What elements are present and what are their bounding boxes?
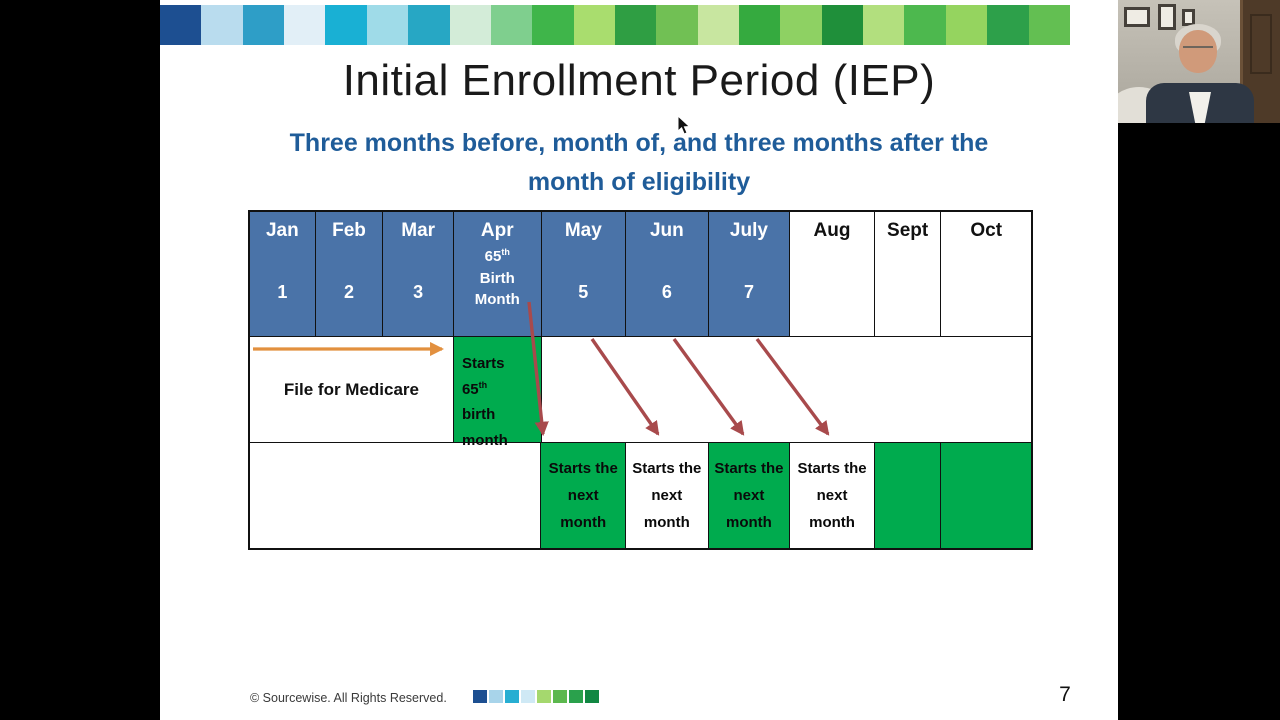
- starts-birth-month-cell: Starts 65th birth month: [453, 337, 542, 449]
- month-number: 2: [343, 281, 354, 302]
- subtitle-line-2: month of eligibility: [527, 167, 751, 196]
- strip-square: [656, 5, 698, 45]
- month-number: 3: [413, 281, 424, 302]
- footer-color-strip: [473, 690, 599, 703]
- month-number: 1: [277, 281, 288, 302]
- starts-next-month-cell-may: Starts the next month: [541, 443, 627, 548]
- strip-square: [505, 690, 519, 703]
- strip-square: [473, 690, 487, 703]
- month-cell-may: May 5: [541, 212, 627, 336]
- strip-square: [573, 5, 615, 45]
- strip-square: [863, 5, 905, 45]
- strip-square: [569, 690, 583, 703]
- strip-square: [366, 5, 409, 45]
- empty-cell: [542, 337, 1031, 442]
- presenter-head: [1179, 30, 1217, 73]
- month-cell-sept: Sept: [875, 212, 942, 336]
- strip-square: [614, 5, 657, 45]
- strip-square: [537, 690, 551, 703]
- strip-square: [160, 5, 202, 45]
- month-label: Feb: [332, 220, 366, 241]
- month-header-row: Jan 1 Feb 2 Mar 3 Apr 65th Birth Month: [250, 212, 1031, 337]
- slide-title: Initial Enrollment Period (IEP): [342, 56, 936, 105]
- strip-square: [1028, 5, 1070, 45]
- month-cell-oct: Oct: [941, 212, 1031, 336]
- strip-square: [201, 5, 243, 45]
- slide-subtitle: Three months before, month of, and three…: [160, 124, 1118, 202]
- starts-next-month-row: Starts the next month Starts the next mo…: [250, 443, 1031, 548]
- file-for-medicare-cell: File for Medicare: [250, 337, 454, 442]
- month-cell-feb: Feb 2: [315, 212, 384, 336]
- file-for-medicare-label: File for Medicare: [283, 379, 420, 399]
- green-cell-sept: [874, 443, 942, 548]
- month-cell-aug: Aug: [790, 212, 875, 336]
- green-cell-oct: [941, 443, 1031, 548]
- starts-next-month-cell-july: Starts the next month: [708, 443, 791, 548]
- month-label: May: [564, 220, 602, 241]
- strip-square: [325, 5, 367, 45]
- strip-square: [489, 690, 503, 703]
- strip-square: [532, 5, 574, 45]
- strip-square: [449, 5, 491, 45]
- strip-square: [945, 5, 988, 45]
- strip-square: [987, 5, 1029, 45]
- strip-square: [284, 5, 326, 45]
- strip-square: [553, 690, 567, 703]
- month-cell-apr: Apr 65th Birth Month: [453, 212, 542, 336]
- picture-frame-icon: [1158, 4, 1176, 30]
- month-label: Apr: [480, 220, 514, 241]
- presentation-slide: Initial Enrollment Period (IEP) Three mo…: [160, 0, 1118, 720]
- decorative-color-strip: [160, 5, 1070, 45]
- presenter-glasses: [1183, 46, 1213, 53]
- strip-square: [242, 5, 285, 45]
- enrollment-timeline-table: Jan 1 Feb 2 Mar 3 Apr 65th Birth Month: [248, 210, 1033, 550]
- copyright-text: © Sourcewise. All Rights Reserved.: [250, 691, 447, 705]
- month-label: Jun: [649, 220, 684, 241]
- file-for-medicare-row: File for Medicare Starts 65th birth mont…: [250, 337, 1031, 449]
- month-cell-jun: Jun 6: [626, 212, 709, 336]
- presenter-jacket: [1146, 83, 1254, 123]
- month-label: Mar: [401, 220, 436, 241]
- strip-square: [904, 5, 946, 45]
- webcam-video: [1118, 0, 1280, 123]
- presenter-shirt: [1189, 92, 1211, 123]
- month-label: Aug: [813, 220, 851, 241]
- apr-birth-month-label: 65th Birth Month: [474, 246, 520, 309]
- strip-square: [408, 5, 450, 45]
- presenter: [1146, 24, 1254, 123]
- month-label: July: [729, 220, 768, 241]
- empty-cell: [250, 443, 542, 548]
- page-number: 7: [1059, 683, 1071, 706]
- month-number: 7: [743, 281, 754, 302]
- starts-next-month-cell-jun: Starts the next month: [626, 443, 709, 548]
- month-cell-july: July 7: [708, 212, 791, 336]
- starts-next-month-cell-aug: Starts the next month: [790, 443, 875, 548]
- month-label: Sept: [887, 220, 929, 241]
- strip-square: [739, 5, 781, 45]
- month-number: 6: [661, 281, 672, 302]
- strip-square: [585, 690, 599, 703]
- strip-square: [780, 5, 822, 45]
- month-label: Jan: [265, 220, 299, 241]
- subtitle-line-1: Three months before, month of, and three…: [289, 129, 989, 157]
- strip-square: [821, 5, 864, 45]
- month-cell-jan: Jan 1: [250, 212, 316, 336]
- strip-square: [490, 5, 533, 45]
- strip-square: [697, 5, 740, 45]
- picture-frame-icon: [1124, 7, 1150, 27]
- month-cell-mar: Mar 3: [383, 212, 454, 336]
- month-number: 5: [578, 281, 589, 302]
- strip-square: [521, 690, 535, 703]
- month-label: Oct: [970, 220, 1003, 241]
